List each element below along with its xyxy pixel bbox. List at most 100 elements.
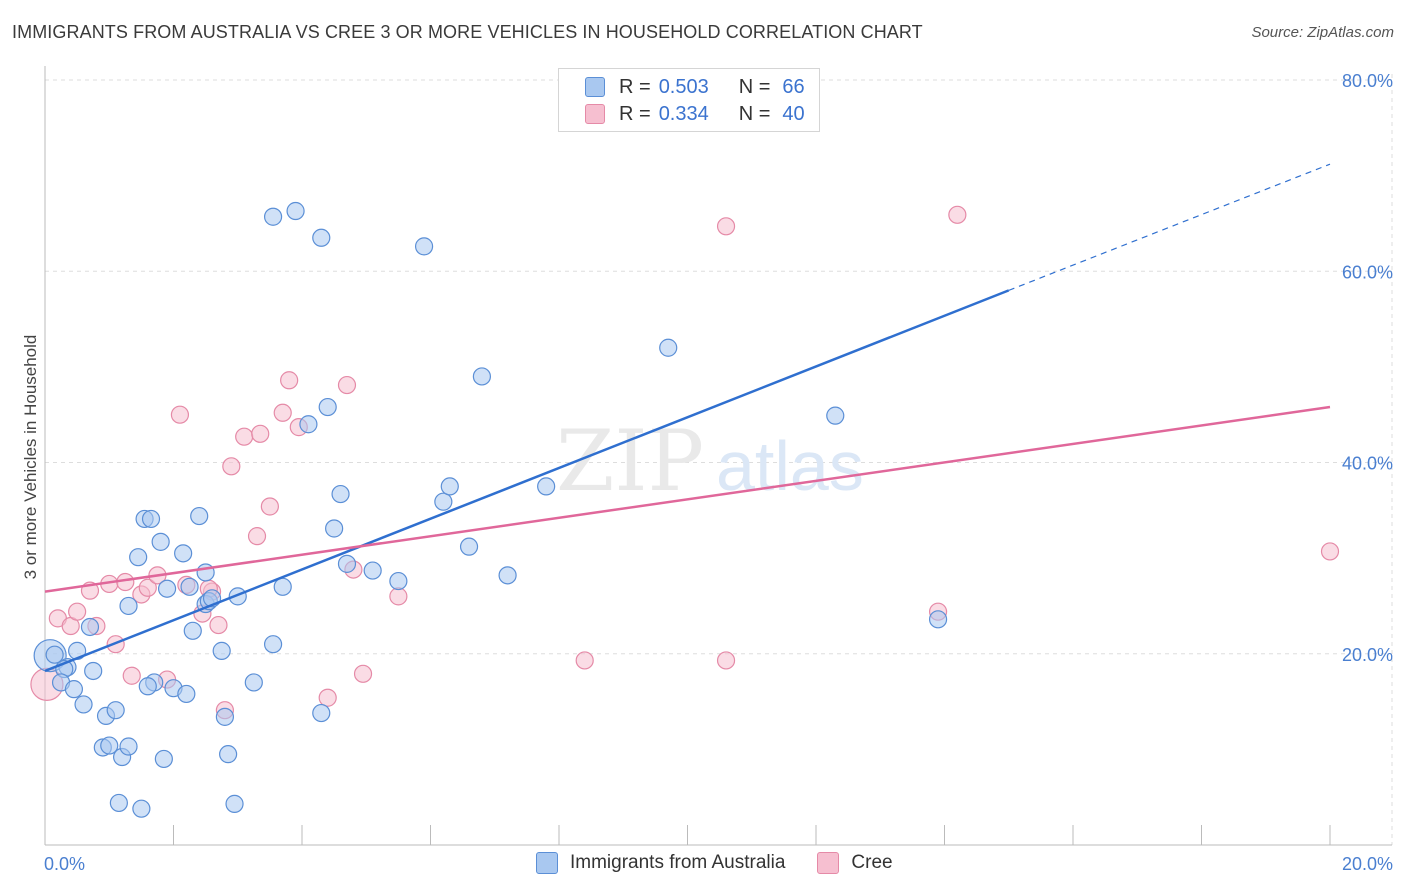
australia-point (215, 707, 234, 726)
y-axis-label: 3 or more Vehicles in Household (21, 335, 40, 580)
cree-point (251, 424, 270, 443)
trend-lines (44, 163, 1331, 673)
cree-point (575, 651, 594, 670)
australia-swatch (585, 77, 605, 97)
chart-title: IMMIGRANTS FROM AUSTRALIA VS CREE 3 OR M… (12, 22, 923, 42)
australia-point (318, 397, 337, 417)
cree-point (389, 587, 408, 606)
cree-point (716, 651, 736, 670)
y-tick-label: 20.0% (1342, 645, 1393, 665)
stats-legend: R = 0.503 N = 66 R = 0.334 N = 40 (558, 68, 820, 132)
cree-point (247, 527, 267, 546)
r-value: 0.334 (658, 102, 709, 125)
australia-point (928, 610, 948, 629)
australia-point (312, 703, 331, 723)
australia-point (244, 673, 263, 692)
y-tick-label: 60.0% (1342, 262, 1393, 282)
n-value: 40 (782, 102, 805, 125)
australia-point (45, 645, 64, 664)
cree-legend-swatch (817, 852, 840, 874)
legend-item-australia[interactable]: Immigrants from Australia (536, 852, 785, 874)
australia-points (33, 201, 948, 818)
australia-point (363, 561, 382, 580)
r-label: R = (619, 75, 651, 98)
australia-point (459, 537, 479, 556)
australia-point (106, 701, 125, 720)
x-tick-label: 0.0% (44, 854, 85, 874)
legend-label-australia: Immigrants from Australia (570, 852, 786, 873)
x-tick-label: 20.0% (1342, 854, 1393, 874)
cree-point (280, 371, 299, 390)
australia-point (337, 554, 357, 573)
n-value: 66 (782, 75, 805, 98)
australia-point (414, 237, 434, 256)
r-value: 0.503 (658, 75, 709, 98)
australia-legend-swatch (536, 852, 558, 874)
australia-point (174, 544, 193, 563)
australia-point (659, 338, 678, 357)
cree-point (1320, 542, 1340, 561)
australia-point (190, 506, 209, 526)
r-label: R = (619, 102, 651, 125)
cree-point (170, 405, 190, 424)
australia-point (141, 509, 161, 529)
australia-point (440, 477, 459, 496)
australia-point (64, 680, 84, 699)
cree-swatch (585, 104, 605, 124)
australia-point (498, 566, 517, 585)
australia-point (312, 228, 331, 247)
cree-point (353, 664, 373, 683)
n-label: N = (738, 75, 771, 98)
australia-point (138, 677, 157, 696)
australia-point (263, 207, 283, 226)
australia-point (325, 519, 344, 538)
australia-point (219, 745, 238, 764)
australia-point (100, 736, 119, 755)
australia-point (286, 201, 305, 221)
cree-point (337, 375, 357, 395)
cree-point (273, 403, 292, 422)
tick-labels: 20.0% 40.0% 60.0% 80.0% 0.0% 20.0% (44, 71, 1393, 874)
legend-item-cree[interactable]: Cree (817, 852, 893, 874)
australia-point (154, 749, 173, 769)
watermark: ZIP atlas (556, 412, 864, 510)
source-label: Source: ZipAtlas.com (1251, 24, 1394, 41)
watermark-atlas: atlas (716, 427, 864, 505)
australia-point (80, 617, 100, 637)
australia-point (434, 492, 453, 511)
australia-point (157, 579, 177, 598)
australia-point (331, 484, 350, 504)
australia-point (472, 367, 491, 386)
australia-point (132, 799, 151, 818)
australia-point (177, 684, 196, 704)
watermark-zip: ZIP (556, 412, 704, 510)
australia-trend-line (44, 289, 1010, 673)
n-label: N = (738, 102, 771, 125)
australia-point (183, 621, 202, 640)
cree-point (235, 427, 254, 446)
cree-point (260, 497, 279, 516)
legend-label-cree: Cree (851, 852, 893, 873)
cree-trend-line (44, 405, 1331, 593)
cree-point (122, 666, 141, 685)
australia-point (180, 577, 199, 596)
axes (44, 66, 1392, 846)
stats-row-australia: R = 0.503 N = 66 (585, 74, 805, 100)
australia-trend-extension (1008, 163, 1331, 291)
australia-point (537, 477, 556, 496)
australia-point (151, 532, 170, 551)
australia-point (299, 415, 318, 434)
stats-row-cree: R = 0.334 N = 40 (585, 101, 805, 127)
australia-point (84, 661, 103, 681)
australia-point (129, 548, 148, 567)
cree-point (716, 217, 736, 236)
australia-point (225, 794, 244, 813)
cree-point (209, 615, 228, 635)
y-tick-label: 80.0% (1342, 71, 1393, 91)
australia-point (119, 737, 138, 756)
cree-point (318, 688, 337, 707)
y-tick-label: 40.0% (1342, 454, 1393, 474)
cree-point (948, 205, 967, 224)
australia-point (109, 793, 128, 813)
